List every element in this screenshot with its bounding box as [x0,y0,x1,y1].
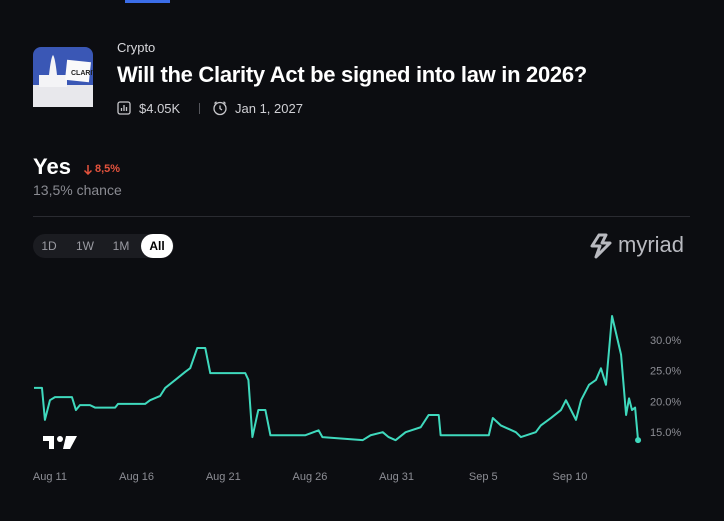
divider [199,103,200,114]
category: Crypto [117,40,156,55]
tradingview-logo [43,436,77,449]
range-tab[interactable]: All [141,234,173,258]
market-thumbnail: CLARITY [33,47,93,107]
end-date: Jan 1, 2027 [235,101,303,116]
price-line [34,314,640,442]
x-tick-label: Aug 26 [293,471,328,483]
y-tick-label: 15.0% [650,427,681,439]
x-tick-label: Aug 11 [33,471,67,483]
range-tab[interactable]: 1W [76,239,94,253]
range-tab[interactable]: 1D [41,239,57,253]
change: 8,5% [95,163,121,175]
svg-text:CLARITY: CLARITY [71,70,93,77]
brand-icon [590,233,612,259]
brand: myriad [618,232,685,257]
last-point [635,437,642,444]
y-tick-label: 30.0% [650,335,681,347]
y-tick-label: 25.0% [650,366,681,378]
down-arrow [83,165,93,175]
market-title: Will the Clarity Act be signed into law … [117,62,587,87]
y-tick-label: 20.0% [650,396,681,408]
separator [33,216,690,217]
active-tab-indicator [125,0,170,3]
volume-icon [117,101,131,115]
range-tab[interactable]: 1M [112,239,130,253]
volume: $4.05K [139,101,181,116]
x-tick-label: Sep 10 [552,471,587,483]
outcome-name: Yes [33,154,71,179]
x-tick-label: Aug 31 [379,471,414,483]
chance: 13,5% chance [33,182,122,198]
x-tick-label: Aug 21 [206,471,241,483]
x-tick-label: Aug 16 [119,471,154,483]
clock-icon [213,101,227,116]
x-tick-label: Sep 5 [469,471,498,483]
